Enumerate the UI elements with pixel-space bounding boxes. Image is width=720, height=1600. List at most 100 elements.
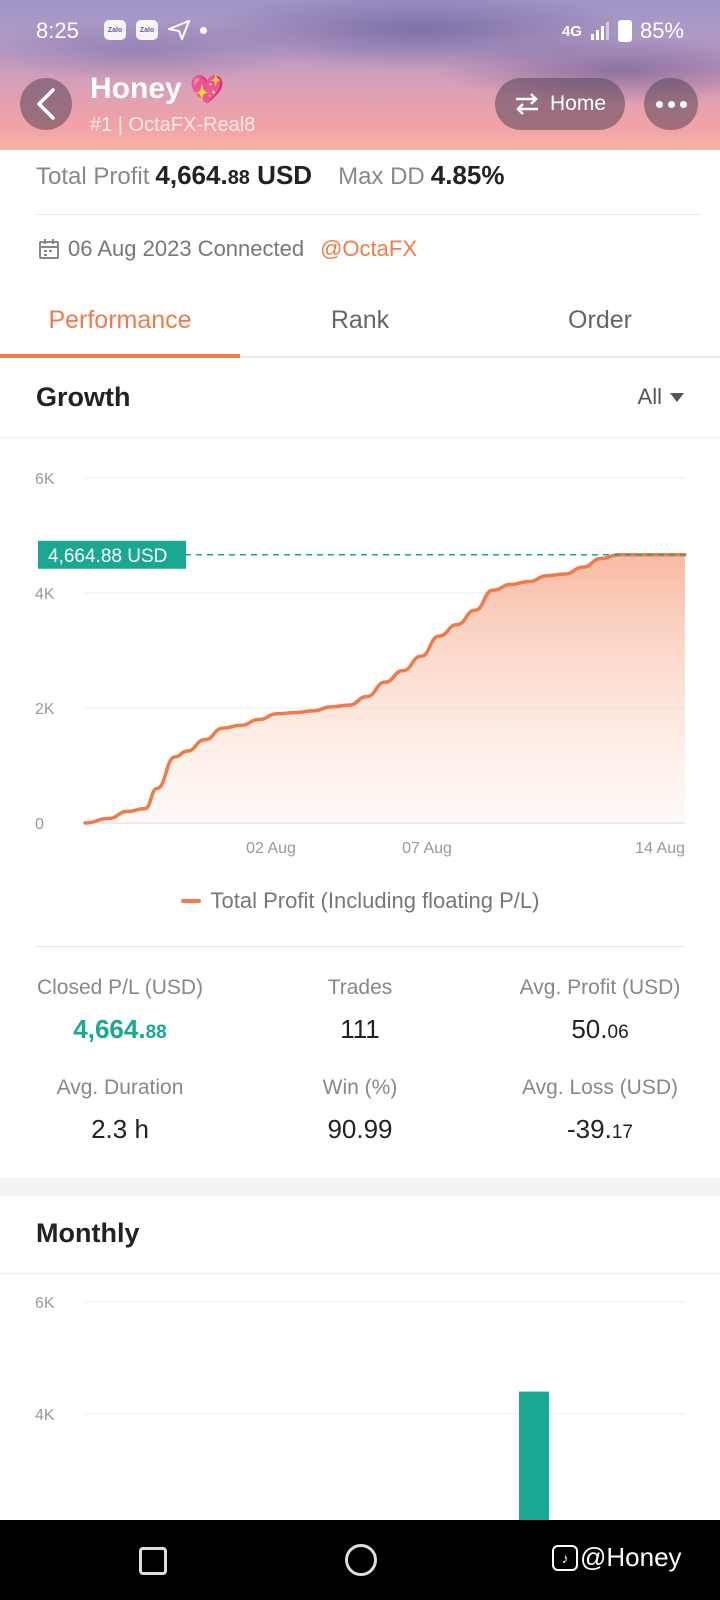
stat-label: Win (%) xyxy=(322,1076,398,1099)
max-dd-value: 4.85% xyxy=(430,160,505,190)
legend-swatch xyxy=(180,899,201,903)
trader-name-text: Honey xyxy=(90,72,182,105)
more-dot-icon xyxy=(679,100,687,108)
monthly-chart: 4K 6K xyxy=(0,1290,720,1520)
profile-header: 8:25 Zalo Zalo 4G 85% Honey 💖 #1 | OctaF… xyxy=(0,0,720,150)
signal-icon xyxy=(590,22,609,40)
stat-value: 4,664.88 xyxy=(0,1014,240,1045)
stat-label: Avg. Duration xyxy=(56,1076,184,1099)
back-button[interactable] xyxy=(20,78,72,130)
connected-date: 06 Aug 2023 Connected xyxy=(68,236,305,261)
current-value-label: 4,664.88 USD xyxy=(48,546,167,567)
stat-label: Avg. Loss (USD) xyxy=(522,1076,678,1099)
growth-chart-svg: 0 2K 4K 6K 4,664.88 USD 02 Aug 07 Aug 14 Aug xyxy=(35,471,687,857)
more-dot-icon xyxy=(667,100,675,108)
stat-value-main: -39. xyxy=(567,1114,612,1144)
stat-value-decimal: 06 xyxy=(607,1022,629,1043)
y-tick-label: 2K xyxy=(35,701,55,718)
y-tick-label: 4K xyxy=(35,1407,55,1424)
sparkling-heart-icon: 💖 xyxy=(189,73,225,105)
y-tick-label: 0 xyxy=(35,816,44,833)
notification-icons: Zalo Zalo xyxy=(104,20,207,40)
current-value-badge xyxy=(38,540,186,569)
connected-info: 06 Aug 2023 Connected @OctaFX xyxy=(38,236,417,262)
monthly-header: Monthly xyxy=(0,1196,720,1274)
stat-closed-pl: Closed P/L (USD) 4,664.88 xyxy=(0,976,240,1045)
profit-area xyxy=(85,554,685,823)
stat-label: Avg. Profit (USD) xyxy=(519,976,681,999)
range-dropdown[interactable]: All xyxy=(638,384,684,410)
stat-value-decimal: 88 xyxy=(145,1022,167,1043)
home-nav-button[interactable] xyxy=(345,1544,377,1576)
stat-value: 2.3 h xyxy=(91,1114,149,1144)
x-tick-label: 14 Aug xyxy=(635,840,685,857)
tab-performance[interactable]: Performance xyxy=(0,296,240,358)
divider xyxy=(36,946,684,947)
more-dot-icon xyxy=(655,100,663,108)
zalo-icon: Zalo xyxy=(104,20,126,40)
stat-avg-duration: Avg. Duration 2.3 h xyxy=(0,1076,240,1145)
stat-value-main: 4,664. xyxy=(73,1014,146,1044)
send-icon xyxy=(168,20,190,40)
stat-label: Trades xyxy=(327,976,393,999)
status-indicators: 4G 85% xyxy=(562,18,684,44)
account-label: #1 | OctaFX-Real8 xyxy=(90,114,256,136)
stat-value: 90.99 xyxy=(327,1114,393,1144)
y-tick-label: 6K xyxy=(35,471,55,488)
growth-header: Growth All xyxy=(0,360,720,438)
notification-dot-icon xyxy=(200,26,207,34)
y-tick-label: 4K xyxy=(35,586,55,603)
tiktok-logo-icon: ♪ xyxy=(552,1544,578,1571)
total-profit-unit: USD xyxy=(257,160,313,190)
broker-link[interactable]: @OctaFX xyxy=(320,236,417,261)
divider xyxy=(36,214,701,215)
recent-apps-button[interactable] xyxy=(139,1547,167,1575)
battery-level: 85% xyxy=(639,18,684,43)
stat-trades: Trades 111 xyxy=(240,976,480,1045)
legend-label: Total Profit (Including floating P/L) xyxy=(210,888,540,913)
home-button[interactable]: Home xyxy=(495,78,625,130)
total-profit-value: 4,664.88 USD xyxy=(155,160,312,191)
tab-rank[interactable]: Rank xyxy=(330,306,390,334)
stat-value-main: 50. xyxy=(571,1014,608,1044)
status-time: 8:25 xyxy=(36,18,79,43)
profit-summary: Total Profit 4,664.88 USD Max DD 4.85% xyxy=(36,160,701,191)
monthly-bar xyxy=(519,1391,549,1520)
zalo-icon: Zalo xyxy=(136,20,158,40)
tab-order[interactable]: Order xyxy=(568,306,632,334)
total-profit-main: 4,664. xyxy=(155,160,228,190)
caret-down-icon xyxy=(670,392,684,402)
stat-avg-profit: Avg. Profit (USD) 50.06 xyxy=(480,976,720,1045)
more-options-button[interactable] xyxy=(644,78,698,130)
range-value: All xyxy=(637,384,662,409)
growth-title: Growth xyxy=(36,382,131,412)
y-tick-label: 6K xyxy=(35,1295,55,1312)
swap-icon xyxy=(515,93,538,115)
section-separator xyxy=(0,1178,720,1196)
chevron-left-icon xyxy=(37,88,55,120)
chart-legend: Total Profit (Including floating P/L) xyxy=(0,888,720,914)
home-label: Home xyxy=(549,92,607,115)
watermark-text: @Honey xyxy=(580,1542,682,1572)
stat-avg-loss: Avg. Loss (USD) -39.17 xyxy=(480,1076,720,1145)
trader-name: Honey 💖 xyxy=(90,72,225,106)
x-tick-label: 07 Aug xyxy=(402,840,452,857)
monthly-chart-svg: 4K 6K xyxy=(35,1295,685,1520)
stat-value: 111 xyxy=(340,1014,380,1044)
total-profit-label: Total Profit xyxy=(36,163,150,190)
stat-label: Closed P/L (USD) xyxy=(36,976,204,999)
system-nav-bar: ♪ @Honey xyxy=(0,1520,720,1600)
x-tick-label: 02 Aug xyxy=(246,840,296,857)
status-bar: 8:25 Zalo Zalo 4G 85% xyxy=(0,0,720,62)
tab-bar: Performance Rank Order xyxy=(0,296,720,358)
profit-line xyxy=(83,553,687,825)
stat-win: Win (%) 90.99 xyxy=(240,1076,480,1145)
network-type: 4G xyxy=(561,22,582,40)
watermark: ♪ @Honey xyxy=(552,1542,682,1573)
monthly-title: Monthly xyxy=(36,1218,140,1248)
stat-value-decimal: 17 xyxy=(611,1122,633,1143)
max-dd-label: Max DD xyxy=(338,163,425,190)
battery-icon xyxy=(617,20,632,42)
calendar-icon xyxy=(39,239,59,259)
total-profit-decimal: 88 xyxy=(227,167,250,189)
